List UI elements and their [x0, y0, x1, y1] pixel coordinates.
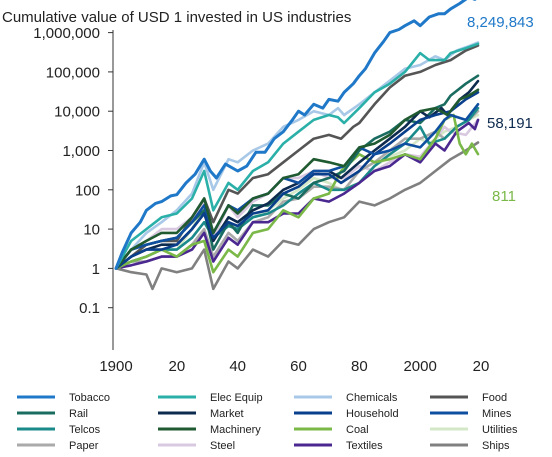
legend-item-coal: Coal	[294, 424, 369, 436]
y-tick-label: 10	[83, 222, 100, 239]
series-line-mines	[114, 103, 480, 270]
legend-label: Tobacco	[69, 392, 110, 404]
legend-item-ships: Ships	[430, 440, 510, 452]
legend-label: Chemicals	[346, 392, 398, 404]
legend-label: Steel	[210, 440, 235, 452]
legend-label: Paper	[69, 440, 99, 452]
legend-label: Elec Equip	[210, 392, 263, 404]
y-tick-label: 1,000	[62, 143, 100, 160]
y-axis-ticks: 0.1 1 10 100 1,000 10,000 100,000 1,000,000	[33, 25, 113, 317]
legend-label: Utilities	[482, 424, 518, 436]
series-line-machinery	[114, 88, 480, 270]
chart-title: Cumulative value of USD 1 invested in US…	[2, 9, 351, 26]
x-tick-label: 2000	[403, 358, 436, 375]
legend-item-steel: Steel	[158, 440, 235, 452]
end-value-label-coal: 811	[492, 188, 516, 205]
legend-label: Market	[210, 408, 244, 420]
series-line-telcos	[114, 106, 480, 270]
series-line-household	[114, 91, 480, 270]
y-tick-label: 10,000	[54, 104, 100, 121]
x-tick-label: 60	[290, 358, 307, 375]
legend-label: Ships	[482, 440, 510, 452]
end-labels: 8,249,843 58,191 811	[467, 14, 534, 205]
y-tick-label: 100	[75, 182, 100, 199]
legend-item-household: Household	[294, 408, 399, 420]
y-tick-label: 0.1	[79, 300, 100, 317]
legend-item-elec-equip: Elec Equip	[158, 392, 263, 404]
series-line-ships	[114, 141, 480, 291]
legend-label: Machinery	[210, 424, 261, 436]
legend-item-telcos: Telcos	[17, 424, 101, 436]
end-value-label-tobacco: 8,249,843	[467, 14, 534, 31]
legend-item-textiles: Textiles	[294, 440, 383, 452]
x-tick-label: 1900	[99, 358, 132, 375]
series-line-elec-equip	[114, 42, 480, 270]
series-line-tobacco	[114, 0, 477, 270]
legend-item-tobacco: Tobacco	[17, 392, 110, 404]
x-tick-label: 80	[351, 358, 368, 375]
y-tick-label: 100,000	[46, 64, 100, 81]
end-value-label-market: 58,191	[487, 115, 533, 132]
legend-label: Coal	[346, 424, 369, 436]
legend-item-machinery: Machinery	[158, 424, 261, 436]
legend-label: Food	[482, 392, 507, 404]
legend-item-mines: Mines	[430, 408, 512, 420]
legend: Tobacco Elec Equip Chemicals Food Rail Market…	[17, 392, 518, 452]
legend-label: Telcos	[69, 424, 101, 436]
y-tick-label: 1,000,000	[33, 25, 100, 42]
y-tick-label: 1	[92, 261, 100, 278]
legend-item-rail: Rail	[17, 408, 88, 420]
x-axis-ticks: 1900 20 40 60 80 2000 20	[99, 358, 489, 375]
legend-label: Textiles	[346, 440, 383, 452]
series-lines	[114, 0, 480, 291]
legend-item-utilities: Utilities	[430, 424, 518, 436]
legend-label: Mines	[482, 408, 512, 420]
x-tick-label: 40	[229, 358, 246, 375]
legend-item-chemicals: Chemicals	[294, 392, 398, 404]
legend-item-paper: Paper	[17, 440, 99, 452]
legend-item-market: Market	[158, 408, 244, 420]
legend-item-food: Food	[430, 392, 507, 404]
legend-label: Rail	[69, 408, 88, 420]
x-tick-label: 20	[168, 358, 185, 375]
legend-label: Household	[346, 408, 399, 420]
x-tick-label: 20	[473, 358, 490, 375]
